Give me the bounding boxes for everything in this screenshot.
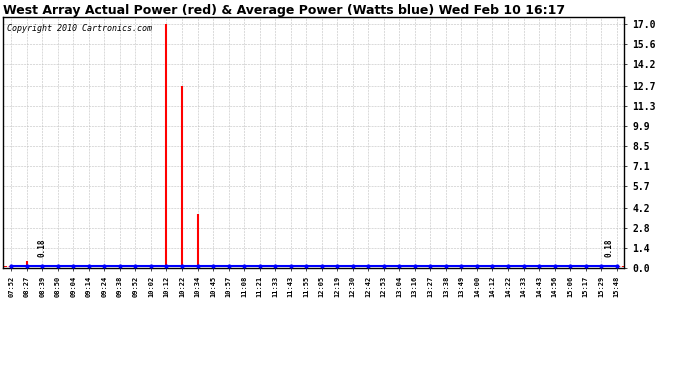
Text: West Array Actual Power (red) & Average Power (Watts blue) Wed Feb 10 16:17: West Array Actual Power (red) & Average … [3,4,566,17]
Text: Copyright 2010 Cartronics.com: Copyright 2010 Cartronics.com [7,24,152,33]
Text: 0.18: 0.18 [38,238,47,257]
Text: 0.18: 0.18 [604,238,613,257]
